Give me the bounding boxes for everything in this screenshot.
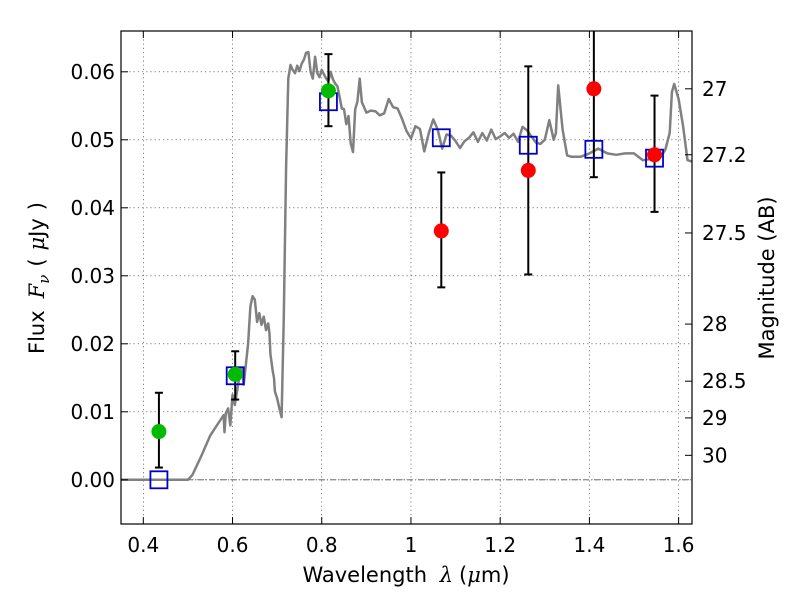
- x-tick-label: 1.4: [573, 533, 605, 557]
- green-data-point: [151, 424, 167, 440]
- x-tick-label: 1: [405, 533, 418, 557]
- y-tick-label: 0.04: [70, 196, 115, 220]
- y-tick-label: 0.05: [70, 128, 115, 152]
- y2-tick-label: 27: [702, 77, 727, 101]
- y2-tick-label: 27.5: [702, 221, 747, 245]
- y-tick-label: 0.00: [70, 468, 115, 492]
- model-square-marker: [149, 470, 169, 490]
- green-data-point: [227, 366, 243, 382]
- x-axis-label: Wavelength λ (μm): [302, 563, 509, 587]
- model-squares: [149, 92, 664, 490]
- red-data-point: [647, 147, 663, 163]
- y2-tick-label: 28.5: [702, 369, 747, 393]
- model-square-marker: [584, 139, 604, 159]
- y-tick-label: 0.02: [70, 332, 115, 356]
- y-tick-label: 0.03: [70, 264, 115, 288]
- model-square-marker: [431, 128, 451, 148]
- grid-layer: [121, 31, 692, 524]
- x-tick-label: 1.6: [663, 533, 695, 557]
- y2-tick-label: 29: [702, 406, 727, 430]
- secondary-y-axis-label: Magnitude (AB): [755, 196, 779, 359]
- y-tick-label: 0.06: [70, 60, 115, 84]
- photometry-points: [151, 81, 663, 440]
- errorbars: [154, 31, 659, 469]
- model-sed-line: [121, 50, 692, 482]
- x-tick-label: 0.8: [306, 533, 338, 557]
- plot-frame: [120, 30, 693, 525]
- red-data-point: [433, 223, 449, 239]
- x-tick-label: 0.6: [217, 533, 249, 557]
- x-tick-label: 1.2: [484, 533, 516, 557]
- green-data-point: [320, 83, 336, 99]
- y2-tick-label: 27.2: [702, 143, 747, 167]
- x-tick-label: 0.4: [127, 533, 159, 557]
- ticks-layer: [121, 31, 692, 524]
- y-tick-label: 0.01: [70, 400, 115, 424]
- red-data-point: [586, 81, 602, 97]
- y2-tick-label: 28: [702, 312, 727, 336]
- red-data-point: [520, 162, 536, 178]
- y2-tick-label: 30: [702, 443, 727, 467]
- model-square-marker: [518, 135, 538, 155]
- plot-area: [121, 31, 692, 490]
- tick-labels: 0.4 0.6 0.8 1 1.2 1.4 1.6 0.00 0.01 0.02 0.03 0.04 0…: [70, 60, 746, 557]
- y-axis-label: FluxFν(μJy): [25, 202, 53, 354]
